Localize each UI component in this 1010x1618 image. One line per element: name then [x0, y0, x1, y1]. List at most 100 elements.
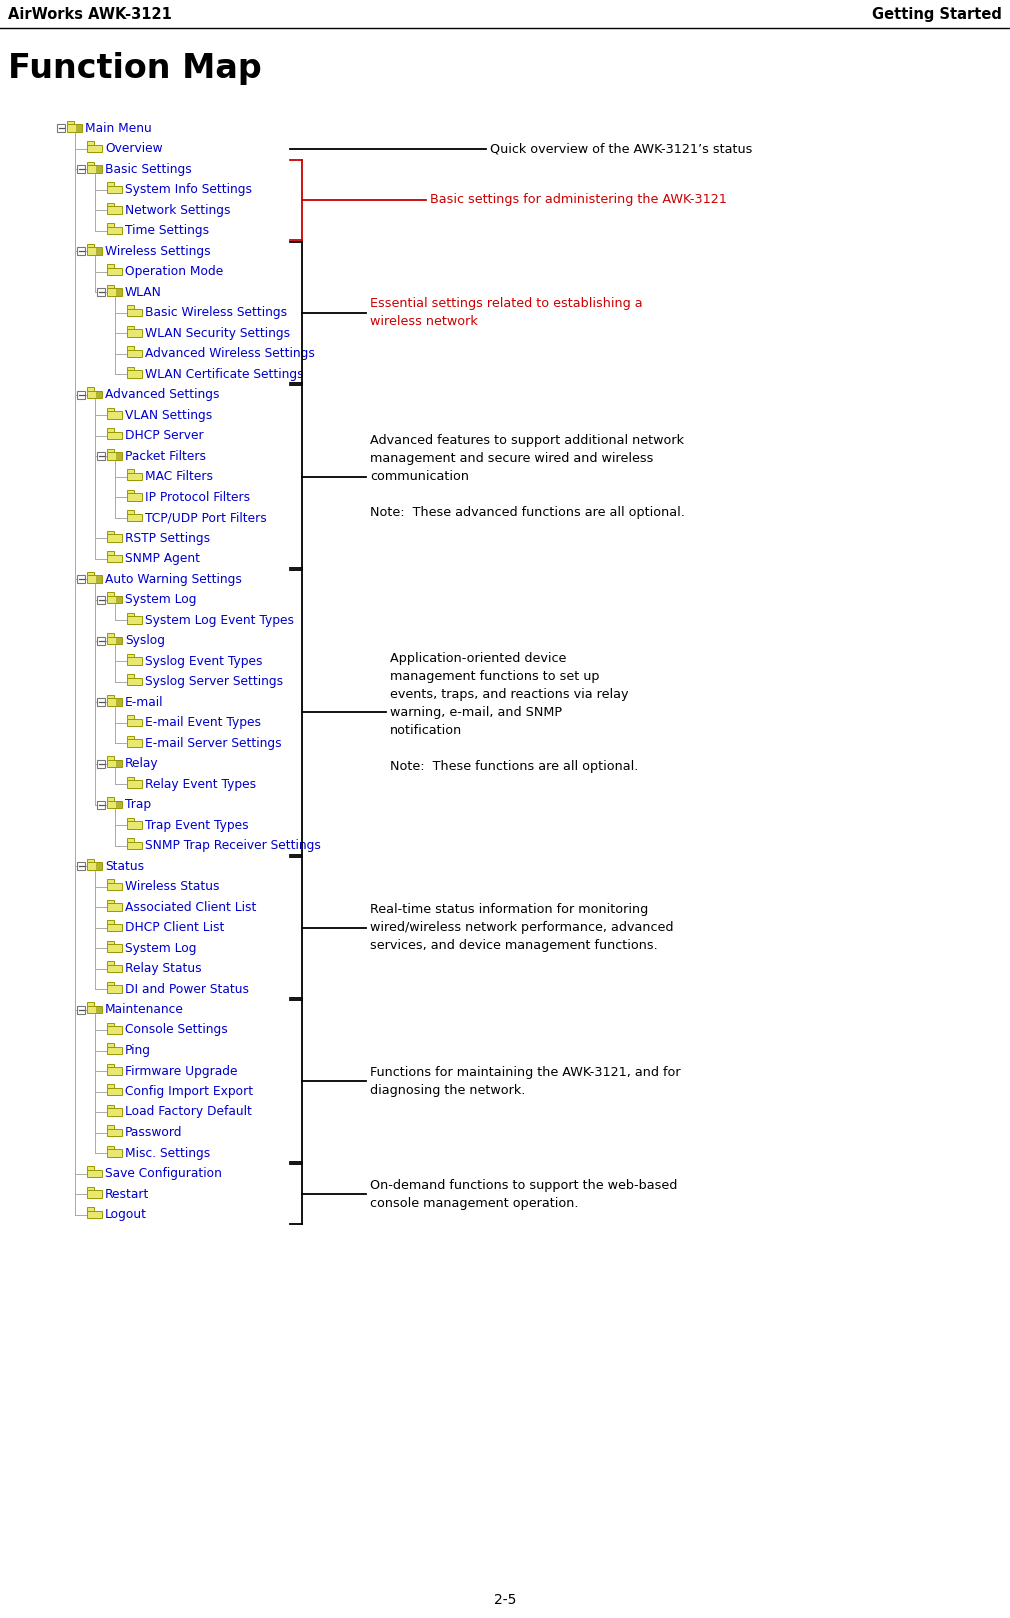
Bar	[107, 227, 122, 235]
Text: Console Settings: Console Settings	[125, 1024, 227, 1037]
Bar	[87, 1167, 94, 1170]
Bar	[107, 429, 114, 432]
Bar	[107, 900, 114, 903]
Bar	[107, 633, 114, 637]
Bar	[107, 408, 114, 411]
Bar	[96, 248, 102, 254]
Bar	[107, 1146, 114, 1149]
Text: Network Settings: Network Settings	[125, 204, 230, 217]
Text: DI and Power Status: DI and Power Status	[125, 982, 249, 995]
Bar	[96, 576, 102, 582]
Bar	[77, 248, 85, 256]
Bar	[127, 718, 142, 726]
Bar	[97, 595, 105, 604]
Bar	[97, 288, 105, 296]
Bar	[127, 325, 134, 328]
Bar	[107, 264, 114, 267]
Bar	[127, 371, 142, 377]
Bar	[127, 822, 142, 828]
Text: Time Settings: Time Settings	[125, 223, 209, 236]
Text: Operation Mode: Operation Mode	[125, 265, 223, 278]
Bar	[107, 801, 122, 809]
Bar	[127, 817, 134, 822]
Bar	[107, 1047, 122, 1055]
Text: VLAN Settings: VLAN Settings	[125, 408, 212, 422]
Bar	[77, 574, 85, 582]
Bar	[96, 392, 102, 398]
Bar	[87, 1210, 102, 1218]
Text: Password: Password	[125, 1126, 183, 1139]
Text: IP Protocol Filters: IP Protocol Filters	[145, 490, 250, 503]
Text: Save Configuration: Save Configuration	[105, 1167, 222, 1180]
Text: Syslog Server Settings: Syslog Server Settings	[145, 675, 283, 688]
Text: Relay: Relay	[125, 757, 159, 770]
Bar	[107, 1105, 114, 1108]
Text: Associated Client List: Associated Client List	[125, 901, 257, 914]
Bar	[116, 637, 122, 644]
Bar	[67, 121, 74, 125]
Text: Config Import Export: Config Import Export	[125, 1086, 254, 1099]
Bar	[76, 125, 82, 131]
Text: Trap Event Types: Trap Event Types	[145, 819, 248, 832]
Bar	[107, 267, 122, 275]
Text: Maintenance: Maintenance	[105, 1003, 184, 1016]
Bar	[116, 760, 122, 767]
Text: Packet Filters: Packet Filters	[125, 450, 206, 463]
Bar	[107, 1023, 114, 1026]
Bar	[127, 657, 142, 665]
Bar	[87, 244, 94, 248]
Bar	[107, 534, 122, 542]
Bar	[127, 613, 134, 616]
Text: WLAN: WLAN	[125, 285, 162, 298]
Text: Function Map: Function Map	[8, 52, 262, 84]
Text: E-mail Server Settings: E-mail Server Settings	[145, 736, 282, 749]
Bar	[107, 552, 114, 555]
Bar	[107, 798, 114, 801]
Bar	[87, 1170, 102, 1178]
Text: SNMP Trap Receiver Settings: SNMP Trap Receiver Settings	[145, 840, 321, 853]
Bar	[127, 493, 142, 500]
Bar	[116, 801, 122, 807]
Bar	[107, 288, 122, 296]
Bar	[107, 921, 114, 924]
Text: Relay Event Types: Relay Event Types	[145, 778, 257, 791]
Text: E-mail Event Types: E-mail Event Types	[145, 717, 261, 730]
Bar	[107, 699, 122, 705]
Bar	[97, 697, 105, 705]
Bar	[127, 715, 134, 718]
Bar	[107, 945, 122, 951]
Bar	[107, 1087, 122, 1095]
Bar	[107, 982, 114, 985]
Bar	[87, 1006, 102, 1013]
Bar	[127, 675, 134, 678]
Bar	[107, 183, 114, 186]
Bar	[107, 592, 114, 595]
Text: Essential settings related to establishing a
wireless network: Essential settings related to establishi…	[370, 298, 642, 328]
Bar	[87, 387, 94, 392]
Bar	[77, 862, 85, 870]
Bar	[87, 862, 102, 870]
Text: WLAN Security Settings: WLAN Security Settings	[145, 327, 290, 340]
Bar	[127, 777, 134, 780]
Text: Auto Warning Settings: Auto Warning Settings	[105, 573, 241, 586]
Bar	[107, 961, 114, 964]
Bar	[107, 1063, 114, 1068]
Bar	[107, 448, 114, 453]
Text: Syslog Event Types: Syslog Event Types	[145, 655, 263, 668]
Text: Quick overview of the AWK-3121’s status: Quick overview of the AWK-3121’s status	[490, 142, 752, 155]
Bar	[87, 392, 102, 398]
Bar	[107, 202, 114, 205]
Text: Basic Settings: Basic Settings	[105, 162, 192, 175]
Text: WLAN Certificate Settings: WLAN Certificate Settings	[145, 367, 304, 380]
Bar	[96, 862, 102, 869]
Bar	[107, 1129, 122, 1136]
Text: Wireless Settings: Wireless Settings	[105, 244, 211, 257]
Text: DHCP Server: DHCP Server	[125, 429, 204, 442]
Bar	[127, 349, 142, 358]
Bar	[127, 736, 134, 739]
Text: Wireless Status: Wireless Status	[125, 880, 219, 893]
Text: Firmware Upgrade: Firmware Upgrade	[125, 1065, 237, 1078]
Bar	[107, 223, 114, 227]
Text: TCP/UDP Port Filters: TCP/UDP Port Filters	[145, 511, 267, 524]
Text: Advanced Wireless Settings: Advanced Wireless Settings	[145, 346, 315, 359]
